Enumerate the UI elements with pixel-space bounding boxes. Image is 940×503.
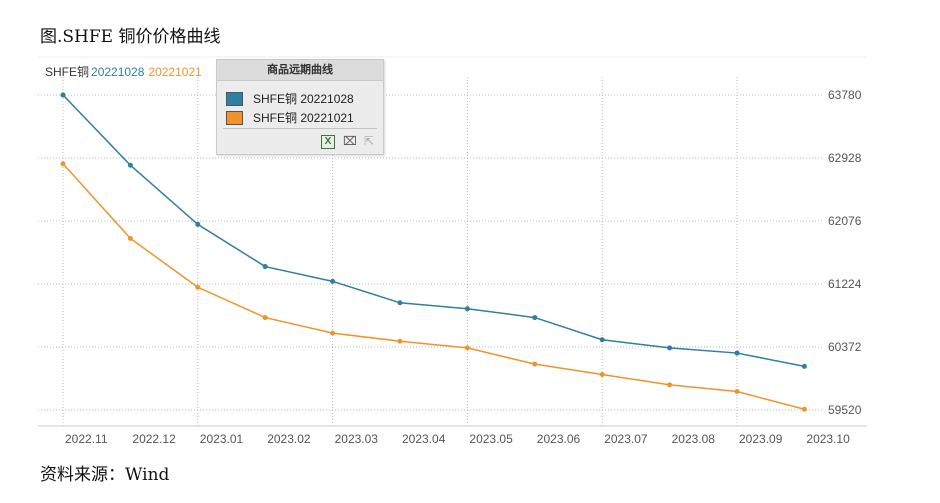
- series-point-1: [127, 235, 133, 241]
- series-point-0: [60, 92, 66, 98]
- series-point-1: [599, 372, 605, 378]
- series-line-1: [62, 163, 805, 410]
- x-tick-label: 2023.09: [739, 432, 783, 446]
- series-point-0: [262, 264, 268, 270]
- x-tick-label: 2022.11: [65, 432, 108, 446]
- y-tick-label: 63780: [828, 88, 862, 102]
- series-line-0: [62, 94, 805, 368]
- x-tick-label: 2023.02: [267, 432, 311, 446]
- popup-title: 商品远期曲线: [217, 60, 383, 81]
- popup-item-20221028[interactable]: SHFE铜 20221028: [226, 90, 354, 107]
- series-point-0: [127, 162, 133, 168]
- series-point-0: [801, 363, 807, 369]
- x-tick-label: 2023.06: [537, 432, 581, 446]
- series-point-1: [464, 345, 470, 351]
- series-point-1: [195, 284, 201, 290]
- y-tick-label: 59520: [828, 403, 862, 417]
- series-point-1: [397, 338, 403, 344]
- legend-header: SHFE铜 20221028 20221021: [45, 63, 206, 80]
- series-point-0: [667, 345, 673, 351]
- x-tick-label: 2023.10: [806, 432, 850, 446]
- x-tick-label: 2023.07: [604, 432, 648, 446]
- series-swatch: [226, 110, 243, 125]
- popup-item-label: SHFE铜 20221028: [253, 92, 354, 106]
- y-tick-label: 60372: [828, 340, 862, 354]
- y-tick-label: 62928: [828, 151, 862, 165]
- export-icon[interactable]: ⇱: [363, 134, 375, 148]
- x-tick-label: 2023.05: [469, 432, 513, 446]
- x-tick-label: 2023.08: [672, 432, 716, 446]
- series-point-0: [464, 306, 470, 312]
- y-tick-label: 61224: [828, 277, 862, 291]
- popup-item-20221021[interactable]: SHFE铜 20221021: [226, 109, 354, 126]
- series-point-1: [667, 382, 673, 388]
- series-point-0: [734, 350, 740, 356]
- y-tick-label: 62076: [828, 214, 862, 228]
- curve-legend-popup[interactable]: 商品远期曲线 SHFE铜 20221028 SHFE铜 20221021 X ⌧…: [216, 59, 384, 155]
- series-point-0: [397, 300, 403, 306]
- series-point-1: [532, 361, 538, 367]
- legend-prefix: SHFE铜: [45, 65, 90, 79]
- series-point-0: [195, 221, 201, 227]
- series-point-1: [734, 389, 740, 395]
- series-swatch: [226, 91, 243, 106]
- x-tick-label: 2023.01: [200, 432, 244, 446]
- legend-series2[interactable]: 20221021: [148, 65, 202, 79]
- series-point-1: [801, 406, 807, 412]
- x-tick-label: 2022.12: [132, 432, 176, 446]
- popup-divider: [223, 128, 377, 129]
- series-point-1: [262, 315, 268, 321]
- popup-item-label: SHFE铜 20221021: [253, 111, 354, 125]
- x-tick-label: 2023.04: [402, 432, 446, 446]
- series-point-1: [60, 161, 66, 167]
- series-point-0: [330, 278, 336, 284]
- crop-icon[interactable]: ⌧: [343, 134, 357, 148]
- series-point-1: [330, 330, 336, 336]
- x-tick-label: 2023.03: [335, 432, 379, 446]
- excel-icon[interactable]: X: [321, 135, 335, 149]
- series-point-0: [532, 315, 538, 321]
- popup-toolbar: X ⌧ ⇱: [321, 135, 375, 149]
- figure-title: 图.SHFE 铜价价格曲线: [40, 27, 221, 47]
- series-point-0: [599, 337, 605, 343]
- legend-series1[interactable]: 20221028: [91, 65, 145, 79]
- figure-source: 资料来源：Wind: [40, 465, 170, 485]
